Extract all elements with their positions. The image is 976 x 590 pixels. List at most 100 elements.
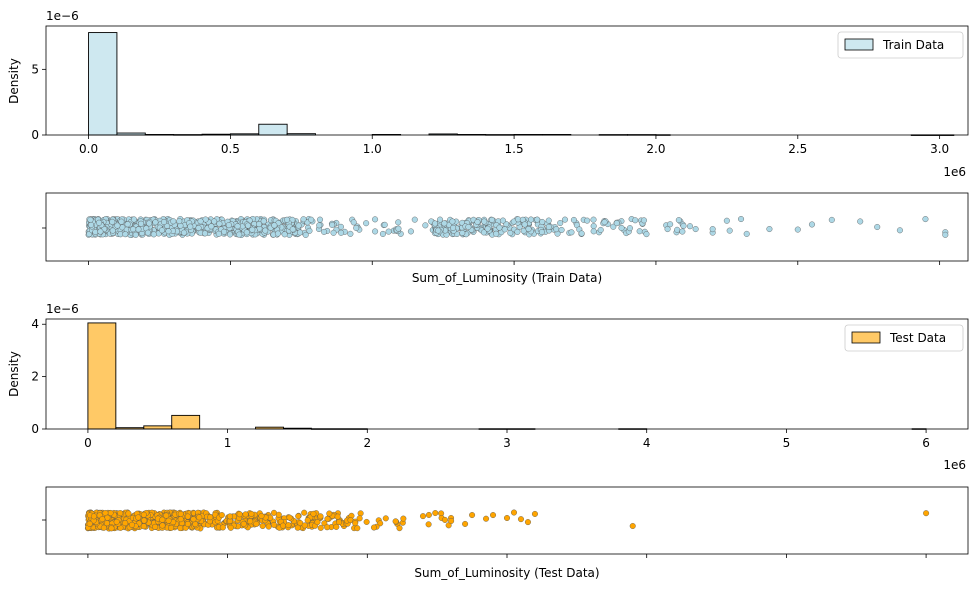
strip-point [923, 510, 930, 517]
strip-point [281, 231, 288, 238]
strip-point [392, 518, 399, 525]
legend-label: Train Data [882, 38, 944, 52]
test-stripplot-panel: Sum_of_Luminosity (Test Data) [42, 486, 969, 580]
x-tick-label: 0.5 [221, 142, 240, 156]
strip-point [337, 223, 344, 230]
strip-point [726, 227, 733, 234]
strip-point [124, 221, 131, 228]
test-stripplot-xlabel: Sum_of_Luminosity (Test Data) [414, 566, 599, 580]
strip-point [432, 510, 439, 517]
test-histogram-x-offset: 1e6 [943, 458, 966, 472]
strip-point [274, 230, 281, 237]
strip-point [539, 218, 546, 225]
test-histogram-x-ticks: 0 1 2 3 4 5 6 [84, 429, 930, 450]
strip-point [329, 221, 336, 228]
train-histogram-frame [45, 25, 969, 136]
x-tick-label: 6 [922, 436, 930, 450]
strip-point [248, 510, 255, 517]
strip-point [527, 216, 534, 223]
strip-point [135, 226, 142, 233]
strip-point [363, 518, 370, 525]
strip-point [181, 229, 188, 236]
strip-point [125, 510, 132, 517]
x-tick-label: 5 [783, 436, 791, 450]
strip-point [260, 218, 267, 225]
strip-point [514, 228, 521, 235]
histogram-bar [88, 32, 118, 136]
strip-point [114, 222, 121, 229]
strip-point [448, 517, 455, 524]
strip-point [680, 222, 687, 229]
strip-point [432, 220, 439, 227]
strip-point [234, 223, 241, 230]
legend-swatch [844, 38, 874, 51]
strip-point [208, 223, 215, 230]
strip-point [295, 222, 302, 229]
strip-point [310, 510, 317, 517]
legend-swatch [851, 331, 881, 344]
strip-point [686, 223, 693, 230]
strip-point [130, 216, 137, 223]
strip-point [499, 217, 506, 224]
strip-point [679, 228, 686, 235]
strip-point [187, 223, 194, 230]
strip-point [490, 512, 497, 519]
y-tick-label: 5 [31, 62, 39, 76]
strip-point [253, 520, 260, 527]
strip-point [326, 510, 333, 517]
strip-point [675, 217, 682, 224]
strip-point [501, 226, 508, 233]
strip-point [135, 514, 142, 521]
strip-point [216, 220, 223, 227]
strip-point [296, 229, 303, 236]
strip-point [122, 520, 129, 527]
strip-point [352, 520, 359, 527]
strip-point [664, 226, 671, 233]
strip-point [177, 510, 184, 517]
strip-point [152, 523, 159, 530]
strip-point [275, 511, 282, 518]
strip-point [321, 228, 328, 235]
strip-point [256, 221, 263, 228]
strip-point [667, 221, 674, 228]
strip-point [197, 218, 204, 225]
strip-point [202, 216, 209, 223]
strip-point [330, 229, 337, 236]
train-histogram-panel: 0.0 0.5 1.0 1.5 2.0 2.5 3.0 05 Density 1e−6 1e… [7, 9, 969, 179]
strip-point [590, 223, 597, 230]
strip-point [207, 514, 214, 521]
strip-point [333, 523, 340, 530]
strip-point [370, 524, 377, 531]
strip-point [108, 525, 115, 532]
strip-point [558, 226, 565, 233]
strip-point [159, 522, 166, 529]
strip-point [211, 218, 218, 225]
strip-point [449, 218, 456, 225]
strip-point [144, 229, 151, 236]
strip-point [165, 228, 172, 235]
strip-point [308, 216, 315, 223]
strip-point [896, 227, 903, 234]
x-tick-label: 3.0 [930, 142, 949, 156]
strip-point [396, 525, 403, 532]
strip-point [636, 228, 643, 235]
strip-point [613, 220, 620, 227]
x-tick-label: 1 [224, 436, 232, 450]
train-legend: Train Data [837, 31, 964, 59]
strip-point [176, 218, 183, 225]
strip-point [629, 523, 636, 530]
strip-point [568, 229, 575, 236]
strip-point [130, 226, 137, 233]
train-stripplot-panel: Sum_of_Luminosity (Train Data) [42, 192, 969, 285]
strip-point [227, 524, 234, 531]
x-tick-label: 4 [643, 436, 651, 450]
histogram-bar [143, 425, 173, 430]
strip-point [242, 511, 249, 518]
strip-point [146, 220, 153, 227]
strip-point [723, 217, 730, 224]
strip-point [314, 519, 321, 526]
strip-point [857, 218, 864, 225]
strip-point [104, 514, 111, 521]
strip-point [301, 509, 308, 516]
strip-point [284, 216, 291, 223]
